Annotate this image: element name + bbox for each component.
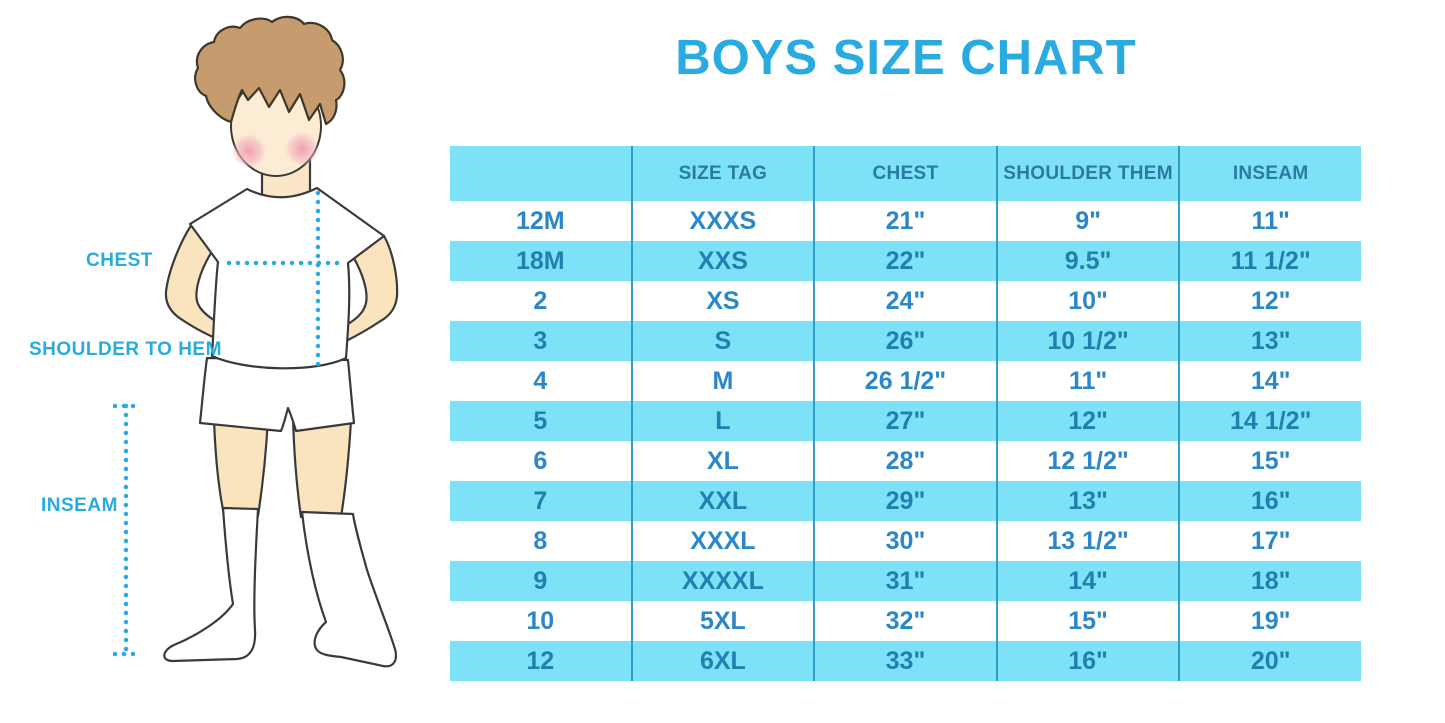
table-row: 10 5XL 32" 15" 19" <box>450 601 1361 641</box>
table-cell: 26 1/2" <box>813 361 997 401</box>
table-cell: 10" <box>995 281 1180 321</box>
table-cell: 26" <box>813 321 997 361</box>
table-cell: 24" <box>813 281 997 321</box>
table-row: 12M XXXS 21" 9" 11" <box>450 201 1361 241</box>
header-cell-blank <box>450 146 632 201</box>
table-cell: 12 <box>450 641 632 681</box>
size-table-header: SIZE TAG CHEST SHOULDER THEM INSEAM <box>450 146 1361 201</box>
table-cell: M <box>630 361 815 401</box>
table-cell: 4 <box>450 361 632 401</box>
table-cell: 10 <box>450 601 632 641</box>
table-row: 7 XXL 29" 13" 16" <box>450 481 1361 521</box>
boy-left-sock <box>163 506 260 663</box>
table-cell: 11" <box>995 361 1180 401</box>
table-cell: 14" <box>1178 361 1361 401</box>
table-cell: 22" <box>813 241 997 281</box>
table-cell: XL <box>630 441 815 481</box>
table-cell: 31" <box>813 561 997 601</box>
table-cell: 18" <box>1178 561 1361 601</box>
header-cell-chest: CHEST <box>813 146 997 201</box>
table-cell: 8 <box>450 521 632 561</box>
table-cell: 17" <box>1178 521 1361 561</box>
table-cell: 10 1/2" <box>995 321 1180 361</box>
table-cell: 9.5" <box>995 241 1180 281</box>
table-cell: 6 <box>450 441 632 481</box>
table-cell: XXL <box>630 481 815 521</box>
table-row: 18M XXS 22" 9.5" 11 1/2" <box>450 241 1361 281</box>
boy-right-thigh <box>291 416 353 519</box>
boy-blush-left <box>232 134 266 168</box>
table-cell: 13" <box>1178 321 1361 361</box>
table-cell: 5XL <box>630 601 815 641</box>
table-cell: 19" <box>1178 601 1361 641</box>
boy-neck <box>260 148 312 203</box>
table-row: 5 L 27" 12" 14 1/2" <box>450 401 1361 441</box>
table-row: 2 XS 24" 10" 12" <box>450 281 1361 321</box>
table-row: 4 M 26 1/2" 11" 14" <box>450 361 1361 401</box>
table-cell: 15" <box>995 601 1180 641</box>
table-cell: 29" <box>813 481 997 521</box>
table-cell: 12M <box>450 201 632 241</box>
table-cell: 16" <box>1178 481 1361 521</box>
table-row: 9 XXXXL 31" 14" 18" <box>450 561 1361 601</box>
table-cell: 12 1/2" <box>995 441 1180 481</box>
table-cell: L <box>630 401 815 441</box>
header-cell-inseam: INSEAM <box>1178 146 1361 201</box>
table-cell: 5 <box>450 401 632 441</box>
boy-left-thigh <box>212 416 270 518</box>
table-cell: 9 <box>450 561 632 601</box>
chest-label: CHEST <box>86 250 153 271</box>
table-cell: 13 1/2" <box>995 521 1180 561</box>
inseam-label: INSEAM <box>41 495 118 516</box>
table-cell: S <box>630 321 815 361</box>
table-cell: 27" <box>813 401 997 441</box>
table-cell: XXXS <box>630 201 815 241</box>
table-cell: 32" <box>813 601 997 641</box>
boy-right-arm <box>337 234 399 343</box>
table-cell: 20" <box>1178 641 1361 681</box>
size-table: SIZE TAG CHEST SHOULDER THEM INSEAM 12M X… <box>450 146 1361 681</box>
boy-face <box>230 75 322 177</box>
table-cell: 28" <box>813 441 997 481</box>
table-cell: 14 1/2" <box>1178 401 1361 441</box>
table-cell: 6XL <box>630 641 815 681</box>
boy-shorts <box>198 356 356 433</box>
boy-right-sock <box>300 510 398 668</box>
table-cell: 9" <box>995 201 1180 241</box>
shoulder-to-hem-label: SHOULDER TO HEM <box>29 339 222 360</box>
header-cell-shoulder-them: SHOULDER THEM <box>995 146 1180 201</box>
boy-blush-right <box>285 132 319 166</box>
table-row: 3 S 26" 10 1/2" 13" <box>450 321 1361 361</box>
table-cell: 12" <box>1178 281 1361 321</box>
table-cell: 2 <box>450 281 632 321</box>
table-row: 8 XXXL 30" 13 1/2" 17" <box>450 521 1361 561</box>
table-cell: 33" <box>813 641 997 681</box>
table-cell: 3 <box>450 321 632 361</box>
table-row: 6 XL 28" 12 1/2" 15" <box>450 441 1361 481</box>
table-cell: 16" <box>995 641 1180 681</box>
page-title: BOYS SIZE CHART <box>675 31 1137 85</box>
table-cell: XXS <box>630 241 815 281</box>
table-cell: 7 <box>450 481 632 521</box>
table-cell: 11" <box>1178 201 1361 241</box>
boy-left-arm <box>164 222 233 344</box>
header-cell-size-tag: SIZE TAG <box>630 146 815 201</box>
table-row: 12 6XL 33" 16" 20" <box>450 641 1361 681</box>
size-table-body: 12M XXXS 21" 9" 11" 18M XXS 22" 9.5" 11 1/2" 2 XS 24… <box>450 201 1361 681</box>
table-cell: 14" <box>995 561 1180 601</box>
table-cell: 15" <box>1178 441 1361 481</box>
table-cell: 11 1/2" <box>1178 241 1361 281</box>
table-cell: 12" <box>995 401 1180 441</box>
table-cell: XXXXL <box>630 561 815 601</box>
table-cell: XXXL <box>630 521 815 561</box>
table-cell: 21" <box>813 201 997 241</box>
boy-hair <box>194 15 346 126</box>
table-cell: 13" <box>995 481 1180 521</box>
table-cell: 30" <box>813 521 997 561</box>
table-cell: 18M <box>450 241 632 281</box>
table-cell: XS <box>630 281 815 321</box>
